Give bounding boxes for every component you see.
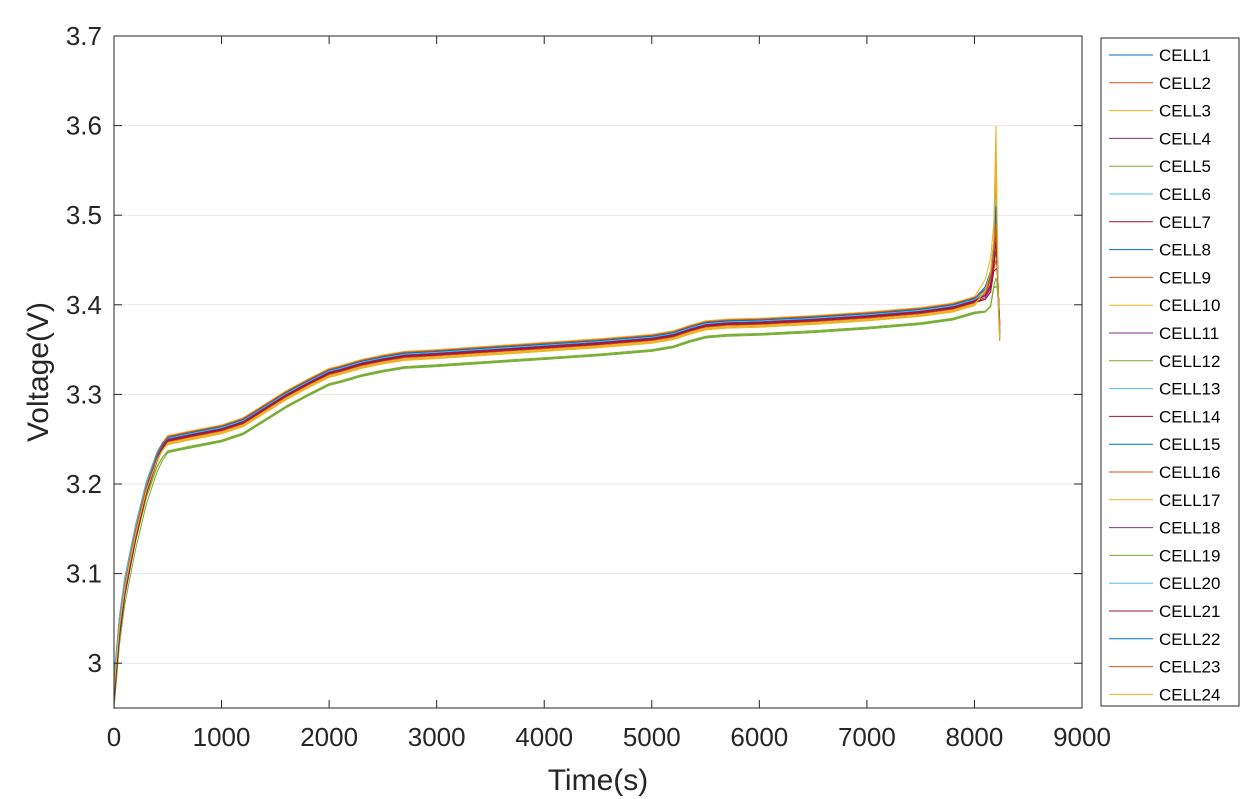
series-line-cell18 bbox=[113, 250, 1001, 691]
legend-label: CELL12 bbox=[1159, 352, 1220, 371]
series-line-cell23 bbox=[113, 224, 1001, 688]
x-tick-label: 1000 bbox=[193, 722, 251, 752]
y-tick-label: 3.7 bbox=[66, 21, 102, 51]
x-tick-label: 0 bbox=[107, 722, 121, 752]
series-line-cell3 bbox=[113, 125, 1001, 687]
x-tick-label: 7000 bbox=[838, 722, 896, 752]
legend-label: CELL9 bbox=[1159, 268, 1211, 287]
legend-label: CELL16 bbox=[1159, 463, 1220, 482]
legend-label: CELL1 bbox=[1159, 46, 1211, 65]
x-tick-label: 9000 bbox=[1053, 722, 1111, 752]
y-axis-title: Voltage(V) bbox=[22, 302, 55, 442]
x-tick-label: 8000 bbox=[946, 722, 1004, 752]
legend-label: CELL23 bbox=[1159, 658, 1220, 677]
x-tick-label: 3000 bbox=[408, 722, 466, 752]
legend-label: CELL17 bbox=[1159, 491, 1220, 510]
grid-lines bbox=[114, 35, 1082, 664]
y-axis-ticks: 3 3.1 3.2 3.3 3.4 3.5 3.6 3.7 bbox=[66, 21, 1082, 678]
legend-label: CELL18 bbox=[1159, 519, 1220, 538]
legend-label: CELL8 bbox=[1159, 241, 1211, 260]
y-tick-label: 3.5 bbox=[66, 200, 102, 230]
legend-label: CELL7 bbox=[1159, 213, 1211, 232]
legend-label: CELL13 bbox=[1159, 380, 1220, 399]
legend-label: CELL3 bbox=[1159, 102, 1211, 121]
plot-series bbox=[113, 125, 1001, 709]
legend-box bbox=[1100, 37, 1240, 707]
legend-label: CELL11 bbox=[1159, 324, 1219, 343]
legend-label: CELL21 bbox=[1159, 602, 1220, 621]
y-tick-label: 3.4 bbox=[66, 290, 102, 320]
series-line-cell19 bbox=[113, 285, 1001, 697]
y-tick-label: 3 bbox=[88, 648, 102, 678]
legend-label: CELL22 bbox=[1159, 630, 1220, 649]
legend-label: CELL19 bbox=[1159, 546, 1220, 565]
x-tick-label: 2000 bbox=[300, 722, 358, 752]
legend-label: CELL5 bbox=[1159, 157, 1211, 176]
legend-label: CELL20 bbox=[1159, 574, 1220, 593]
legend-label: CELL10 bbox=[1159, 296, 1220, 315]
legend-label: CELL14 bbox=[1159, 407, 1220, 426]
x-tick-label: 6000 bbox=[730, 722, 788, 752]
series-line-cell24 bbox=[113, 152, 1001, 690]
legend-label: CELL4 bbox=[1159, 129, 1211, 148]
y-tick-label: 3.6 bbox=[66, 111, 102, 141]
y-tick-label: 3.2 bbox=[66, 469, 102, 499]
legend-label: CELL24 bbox=[1159, 685, 1220, 704]
x-tick-label: 5000 bbox=[623, 722, 681, 752]
y-tick-label: 3.3 bbox=[66, 379, 102, 409]
legend: CELL1 CELL2 CELL3 CELL4 CELL5 CELL6 CELL7 CELL8… bbox=[1100, 37, 1240, 707]
y-tick-label: 3.1 bbox=[66, 559, 102, 589]
x-axis-ticks: 0 1000 2000 3000 4000 5000 6000 7000 8000 9000 bbox=[107, 36, 1111, 752]
plot-area-frame bbox=[113, 35, 1083, 709]
series-line-cell12 bbox=[113, 277, 1001, 709]
x-axis-title: Time(s) bbox=[548, 764, 649, 797]
legend-label: CELL2 bbox=[1159, 74, 1211, 93]
legend-label: CELL15 bbox=[1159, 435, 1220, 454]
legend-label: CELL6 bbox=[1159, 185, 1211, 204]
x-tick-label: 4000 bbox=[515, 722, 573, 752]
